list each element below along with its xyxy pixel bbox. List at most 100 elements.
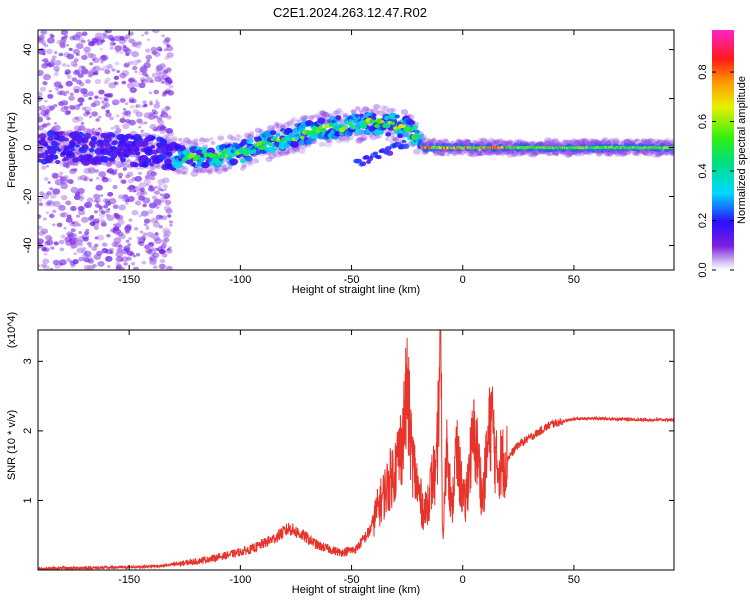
spectrogram-cell	[235, 137, 241, 142]
spectrogram-cell	[161, 34, 165, 38]
spectrogram-cell	[119, 35, 125, 41]
spectrogram-cell	[64, 72, 69, 75]
spectrogram-cell	[126, 159, 132, 164]
spectrogram-cell	[106, 191, 114, 197]
spectrogram-cell	[97, 115, 102, 119]
spectrogram-heatmap	[38, 30, 674, 270]
spectrogram-cell	[670, 138, 674, 143]
spectrogram-cell	[358, 109, 363, 113]
spectrogram-cell	[75, 144, 80, 148]
spectrogram-cell	[288, 121, 297, 129]
spectrogram-cell	[44, 109, 51, 114]
spectrogram-cell	[98, 208, 104, 213]
spectrogram-cell	[69, 240, 76, 246]
spectrogram-cell	[392, 137, 398, 142]
spectrogram-cell	[96, 234, 105, 241]
spectrogram-cell	[66, 64, 71, 68]
spectrogram-cell	[122, 123, 130, 130]
spectrogram-cell	[45, 116, 51, 121]
spectrogram-cell	[203, 137, 210, 143]
spectrogram-cell	[95, 184, 103, 191]
spectrogram-cell	[414, 121, 420, 126]
spectrogram-cell	[130, 39, 137, 45]
spectrogram-cell	[71, 221, 75, 225]
spectrogram-cell	[90, 144, 96, 149]
spectrogram-cell	[52, 259, 60, 266]
spectrogram-cell	[110, 37, 116, 42]
spectrogram-cell	[149, 166, 155, 171]
spectrogram-cell	[47, 61, 56, 68]
spectrogram-cell	[344, 136, 350, 141]
spectrogram-cell	[291, 150, 297, 155]
spectrogram-cell	[79, 174, 88, 181]
spectrogram-cell	[621, 150, 627, 155]
spectrogram-cell	[66, 53, 75, 60]
spectrogram-cell	[53, 65, 60, 72]
snr-xtick-label: 50	[568, 574, 580, 586]
spectrogram-xtick-label: -150	[118, 274, 140, 286]
spectrogram-cell	[178, 138, 183, 142]
spectrogram-cell	[133, 81, 141, 88]
spectrogram-cell	[55, 142, 60, 146]
colorbar-tick-label: 0.2	[697, 213, 709, 228]
spectrogram-cell	[88, 74, 93, 78]
spectrogram-cell	[161, 253, 168, 258]
spectrogram-cell	[115, 256, 124, 263]
spectrogram-frame	[37, 29, 675, 271]
spectrogram-cell	[47, 93, 54, 99]
spectrogram-cell	[146, 59, 151, 63]
spectrogram-cell	[107, 192, 114, 197]
spectrogram-cell	[83, 127, 91, 135]
spectrogram-cell	[193, 142, 199, 147]
spectrogram-cell	[275, 132, 281, 137]
spectrogram-cell	[77, 205, 85, 212]
spectrogram-cell	[60, 194, 68, 201]
spectrogram-cell	[369, 108, 375, 113]
spectrogram-cell	[321, 111, 329, 118]
spectrogram-cell	[386, 150, 394, 156]
spectrogram-cell	[392, 137, 398, 141]
spectrogram-cell	[41, 165, 47, 170]
spectrogram-cell	[70, 246, 75, 250]
spectrogram-cell	[74, 69, 81, 74]
spectrogram-cell	[359, 161, 367, 167]
spectrogram-cell	[73, 69, 80, 76]
spectrogram-cell	[217, 135, 225, 141]
spectrogram-cell	[144, 31, 149, 35]
spectrogram-cell	[209, 137, 214, 141]
spectrogram-cell	[252, 149, 257, 153]
spectrogram-ytick-label: 40	[22, 43, 34, 55]
spectrogram-cell	[101, 247, 109, 254]
spectrogram-cell	[286, 120, 293, 126]
spectrogram-cell	[38, 198, 43, 202]
spectrogram-cell	[163, 205, 171, 212]
spectrogram-cell	[138, 125, 142, 129]
spectrogram-cell	[39, 105, 47, 111]
spectrogram-cell	[124, 229, 130, 234]
spectrogram-cell	[47, 135, 54, 141]
spectrogram-cell	[91, 111, 98, 117]
spectrogram-cell	[58, 175, 63, 178]
spectrogram-cell	[87, 91, 95, 97]
spectrogram-cell	[87, 166, 96, 173]
spectrogram-cell	[96, 250, 103, 256]
spectrogram-cell	[92, 100, 101, 107]
spectrogram-cell	[63, 175, 69, 180]
spectrogram-cell	[157, 74, 164, 80]
spectrogram-cell	[79, 154, 84, 159]
spectrogram-cell	[62, 161, 71, 168]
spectrogram-ytick-label: -40	[22, 238, 34, 254]
spectrogram-cell	[88, 244, 93, 248]
spectrogram-cell	[155, 99, 159, 103]
spectrogram-cell	[100, 67, 105, 72]
spectrogram-cell	[153, 115, 159, 119]
spectrogram-cell	[58, 239, 65, 245]
spectrogram-cell	[112, 226, 120, 232]
spectrogram-cell	[120, 98, 126, 103]
spectrogram-cell	[63, 226, 67, 230]
spectrogram-cell	[67, 179, 74, 184]
spectrogram-cell	[287, 147, 295, 154]
spectrogram-cell	[124, 34, 131, 39]
spectrogram-cell	[43, 99, 48, 103]
